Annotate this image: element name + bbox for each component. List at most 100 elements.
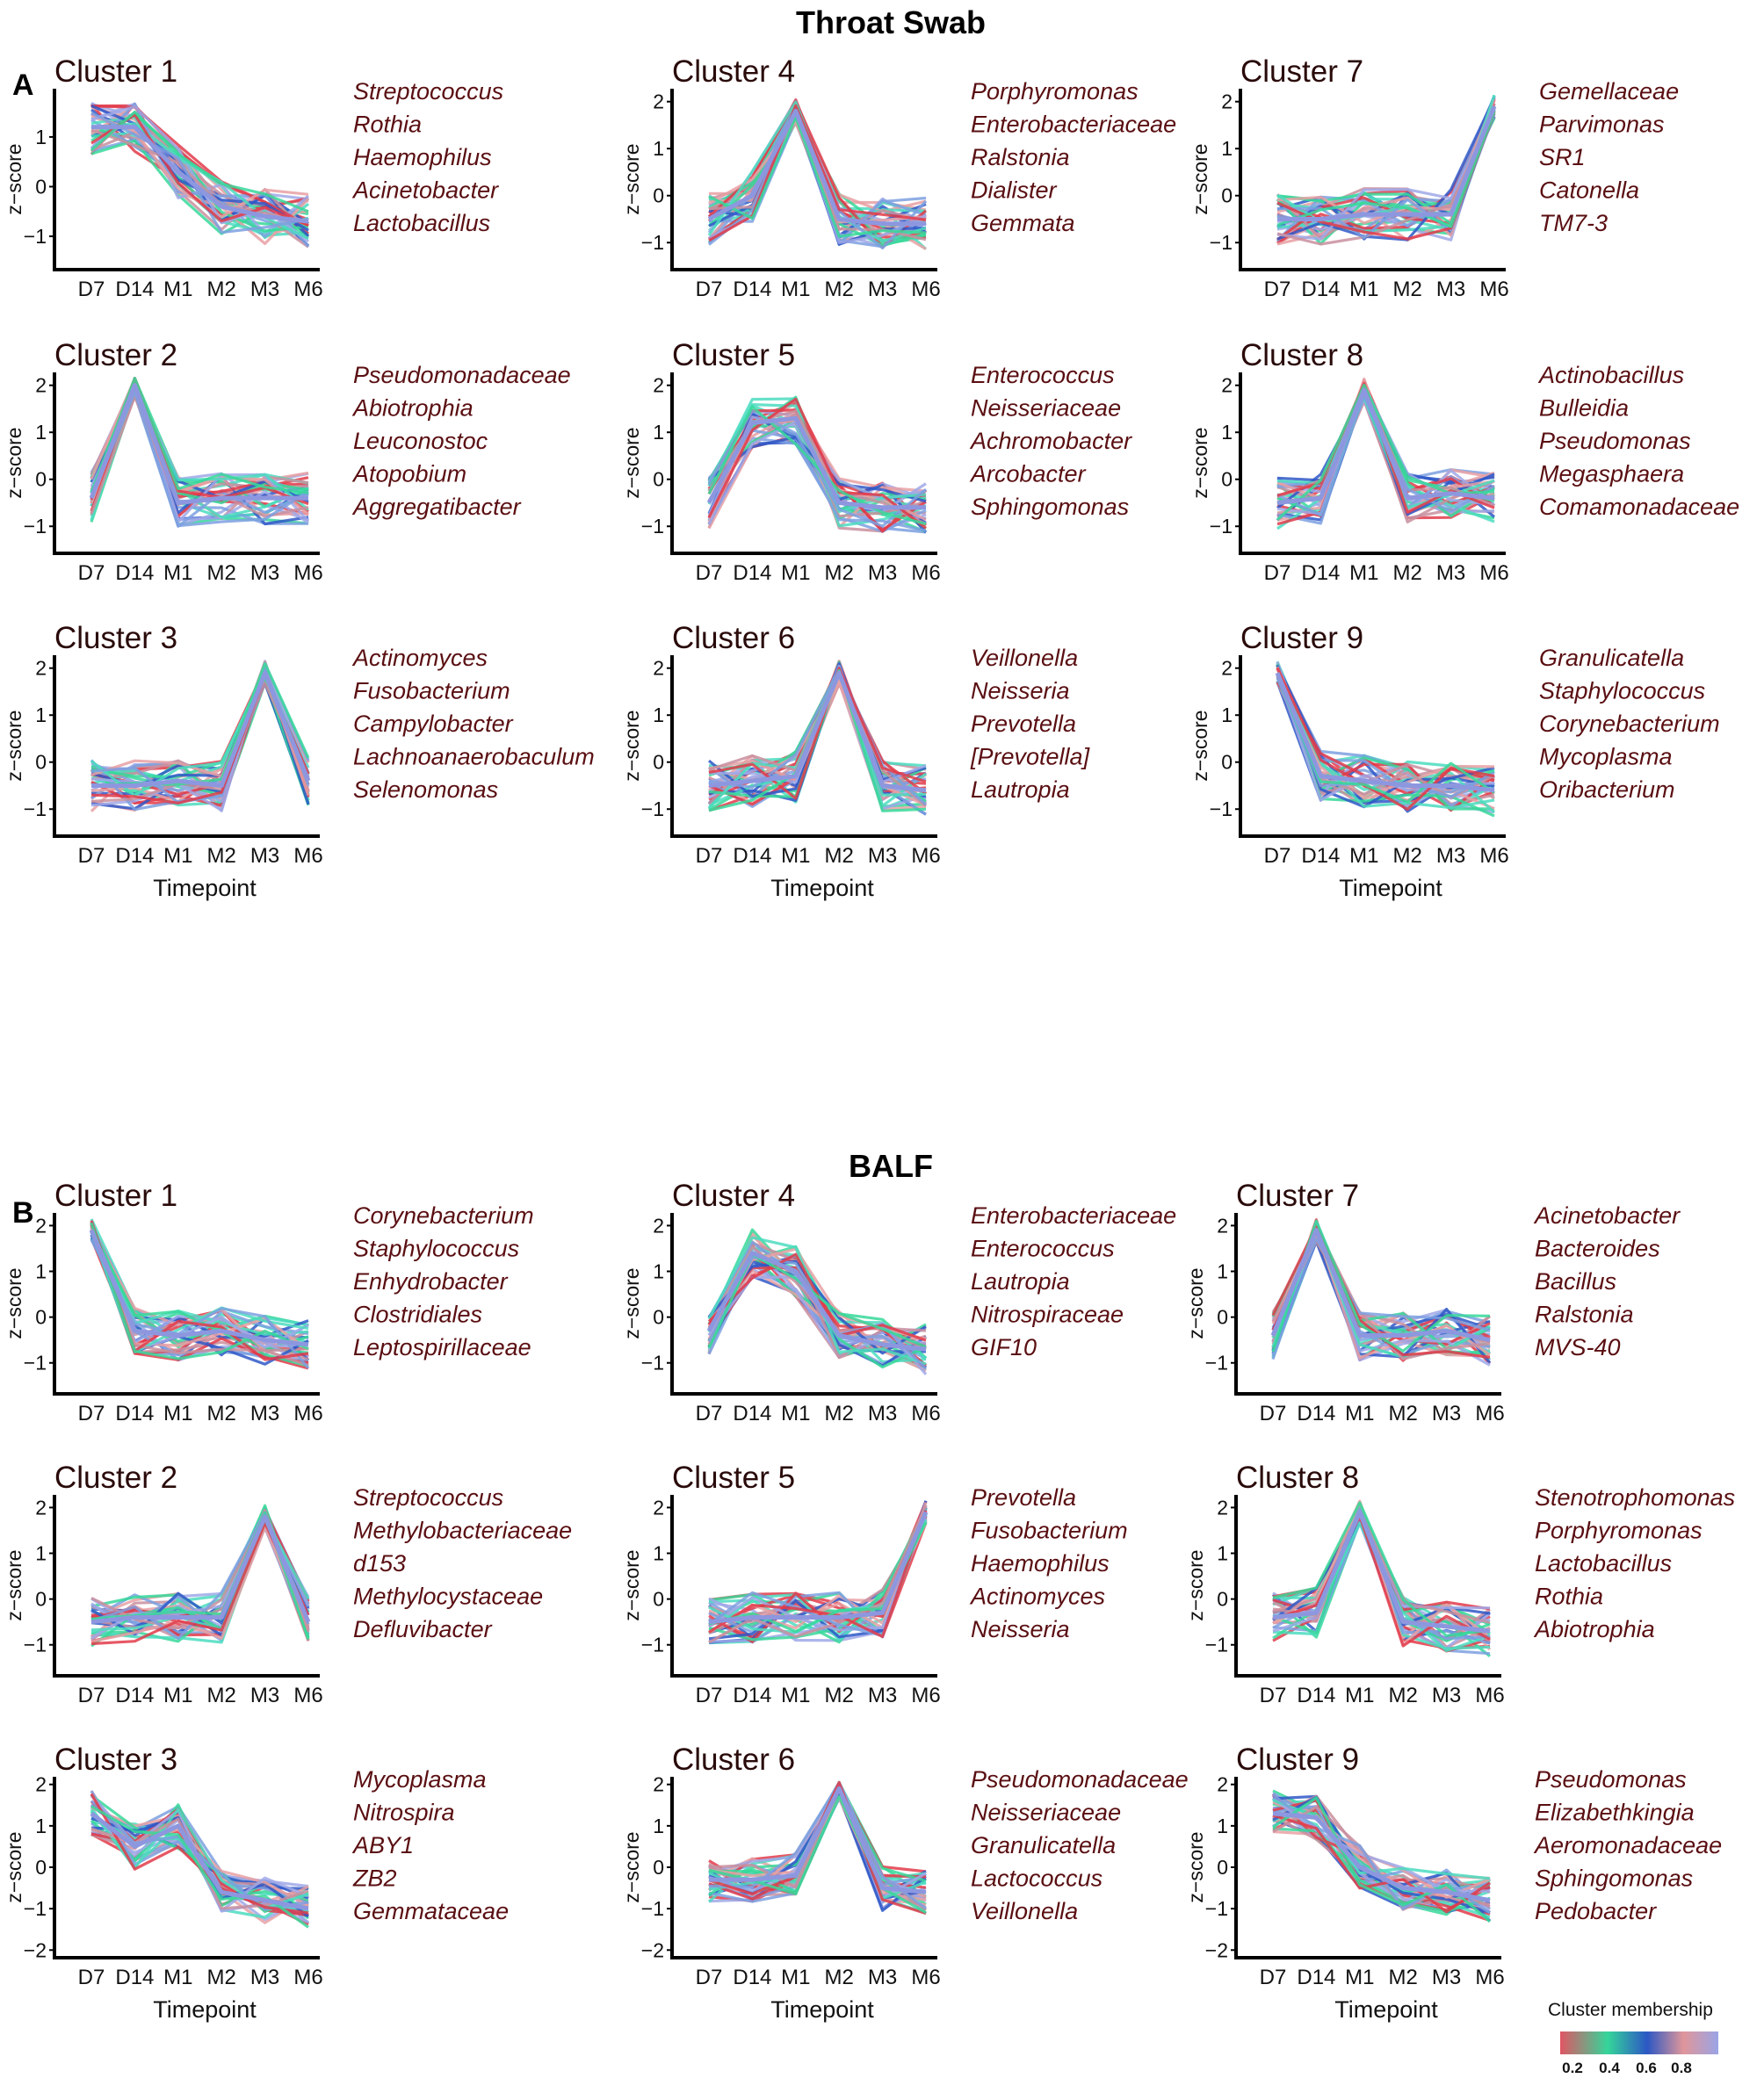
cluster-centroid-line [1275, 672, 1495, 793]
y-tick-label: −1 [1210, 231, 1233, 254]
y-axis-label: z−score [1184, 1549, 1207, 1620]
x-tick-label: M2 [207, 1402, 236, 1425]
taxon-label: Sphingomonas [1535, 1865, 1693, 1892]
series-lines [89, 377, 310, 528]
series-line [708, 1510, 928, 1639]
y-axis-label: z−score [1189, 427, 1211, 498]
y-tick-label: 1 [1221, 137, 1233, 160]
cluster-title: Cluster 5 [672, 338, 795, 372]
taxon-label: Staphylococcus [353, 1236, 519, 1262]
axis-lines [1239, 655, 1506, 838]
x-tick-label: M2 [1393, 844, 1422, 868]
taxon-label: Pseudomonas [1539, 428, 1691, 454]
y-axis-label: z−score [620, 1831, 643, 1902]
taxon-label: Leptospirillaceae [353, 1334, 531, 1360]
taxon-label: Oribacterium [1539, 776, 1675, 803]
taxon-label: Ralstonia [971, 144, 1070, 170]
y-tick-label: −1 [24, 225, 47, 248]
y-tick-label: −1 [1210, 797, 1233, 820]
taxon-label: MVS-40 [1535, 1334, 1621, 1360]
taxon-label: Megasphaera [1539, 461, 1684, 487]
x-axis-title: Timepoint [1339, 875, 1442, 901]
axis-lines [1239, 89, 1506, 271]
taxon-label: Mycoplasma [353, 1766, 487, 1793]
y-axis-label: z−score [1184, 1831, 1207, 1902]
series-line [1272, 1799, 1491, 1880]
x-axis-title: Timepoint [770, 875, 874, 901]
x-tick-label: M3 [1436, 561, 1465, 585]
x-tick-label: D7 [696, 1966, 723, 1989]
taxon-label: Ralstonia [1535, 1302, 1634, 1328]
x-tick-label: M3 [1432, 1966, 1461, 1989]
x-tick-label: M6 [293, 561, 322, 585]
cluster-chart: Cluster 9 2 1 0 −1 −2 z−score D7 D14 M1 M2 M3 M6 Time… [1184, 1743, 1722, 2023]
y-tick-label: −1 [1205, 1897, 1228, 1920]
y-tick-label: 2 [1221, 90, 1233, 113]
cluster-title: Cluster 9 [1240, 621, 1363, 655]
y-axis-label: z−score [3, 1831, 25, 1902]
series-lines [707, 97, 928, 250]
taxon-label: Dialister [971, 177, 1058, 204]
taxon-label: Abiotrophia [1533, 1616, 1655, 1642]
y-tick-label: −1 [24, 1634, 47, 1656]
taxon-label: Actinomyces [969, 1584, 1105, 1610]
x-tick-label: M2 [825, 1684, 854, 1707]
cluster-title: Cluster 7 [1236, 1179, 1359, 1213]
series-lines [89, 1218, 310, 1370]
taxon-label: Granulicatella [1539, 645, 1684, 671]
taxon-label: GIF10 [971, 1334, 1037, 1360]
x-tick-label: M2 [207, 1966, 236, 1989]
x-tick-label: M6 [1475, 1402, 1504, 1425]
x-tick-label: D14 [1301, 561, 1340, 585]
x-tick-label: M3 [250, 1684, 279, 1707]
taxon-label: [Prevotella] [970, 744, 1091, 770]
y-tick-label: 1 [35, 1815, 47, 1837]
x-tick-label: M3 [250, 561, 279, 585]
series-line [90, 110, 309, 213]
series-line [708, 1507, 928, 1642]
y-tick-label: 0 [653, 1306, 664, 1329]
cluster-centroid-line [1277, 105, 1497, 221]
y-tick-label: 2 [653, 374, 664, 397]
x-tick-label: M3 [868, 1966, 897, 1989]
series-lines [707, 1780, 928, 1916]
x-tick-label: M1 [1349, 844, 1378, 868]
taxon-label: Haemophilus [971, 1550, 1110, 1577]
series-lines [90, 1504, 311, 1648]
x-tick-label: M2 [207, 844, 236, 868]
series-line [90, 682, 310, 803]
y-tick-label: 0 [35, 175, 47, 198]
series-lines [707, 660, 928, 816]
cluster-centroid-line [1272, 1811, 1491, 1903]
series-line [1276, 112, 1496, 241]
y-tick-label: 0 [653, 751, 664, 774]
cluster-centroid-line [90, 1811, 309, 1911]
x-tick-label: M6 [293, 844, 322, 868]
cluster-title: Cluster 7 [1240, 54, 1363, 89]
y-tick-label: 2 [1217, 1496, 1228, 1519]
x-tick-label: M2 [1389, 1402, 1418, 1425]
y-tick-label: −1 [641, 231, 664, 254]
x-tick-label: M3 [868, 278, 897, 301]
taxon-label: Methylobacteriaceae [353, 1518, 572, 1544]
taxon-label: Fusobacterium [971, 1518, 1128, 1544]
axis-lines [670, 1777, 937, 1959]
taxon-label: Nitrospiraceae [971, 1302, 1124, 1328]
taxon-label: Gemmata [971, 210, 1075, 236]
series-line [708, 1517, 928, 1632]
x-tick-label: M6 [911, 1684, 940, 1707]
x-tick-label: D14 [1297, 1966, 1335, 1989]
cluster-title: Cluster 4 [672, 54, 795, 89]
cluster-title: Cluster 4 [672, 1179, 795, 1213]
taxon-label: Actinobacillus [1537, 362, 1684, 388]
y-tick-label: 0 [35, 1856, 47, 1879]
taxon-label: Arcobacter [969, 461, 1087, 487]
cluster-chart: Cluster 1 1 0 −1 z−score D7 D14 M1 M2 M3 M6 Strepto… [3, 54, 503, 301]
panel-b-letter: B [12, 1196, 34, 1230]
panel-a-letter: A [12, 69, 34, 102]
series-line [1276, 97, 1496, 242]
cluster-centroid-line [1276, 387, 1495, 505]
x-tick-label: M3 [868, 1684, 897, 1707]
y-tick-label: 2 [35, 657, 47, 680]
x-tick-label: M2 [825, 844, 854, 868]
